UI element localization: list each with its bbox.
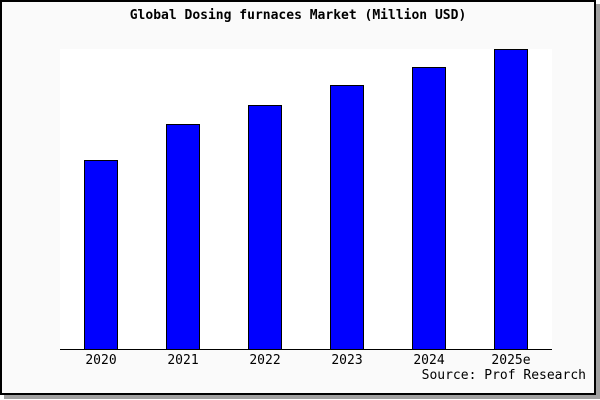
bar-2023 [330,85,364,349]
x-tick-label-2021: 2021 [167,353,199,368]
bar-2024 [412,67,446,349]
source-credit: Source: Prof Research [421,368,586,383]
chart-title: Global Dosing furnaces Market (Million U… [129,8,467,23]
x-tick-label-2020: 2020 [85,353,117,368]
plot-area [60,49,552,350]
x-tick-label-2023: 2023 [331,353,363,368]
bar-2022 [248,105,282,349]
x-tick-label-2025e: 2025e [491,353,531,368]
bar-2020 [84,160,118,349]
x-tick-label-2022: 2022 [249,353,281,368]
bar-2021 [166,124,200,349]
x-tick-label-2024: 2024 [413,353,445,368]
bar-2025e [494,49,528,349]
